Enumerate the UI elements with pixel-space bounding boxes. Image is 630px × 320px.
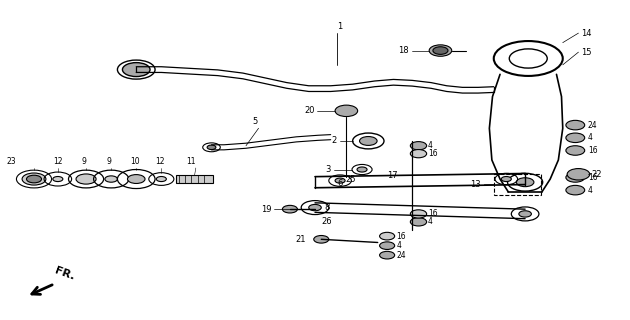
Text: 16: 16 (588, 146, 597, 155)
Circle shape (105, 176, 117, 182)
Text: 16: 16 (588, 173, 597, 182)
Text: 4: 4 (588, 186, 593, 195)
Circle shape (566, 133, 585, 142)
Text: 13: 13 (471, 180, 481, 189)
Circle shape (314, 236, 329, 243)
Text: 15: 15 (581, 48, 592, 57)
Circle shape (566, 185, 585, 195)
Circle shape (410, 218, 427, 226)
Text: 20: 20 (304, 106, 315, 115)
Circle shape (567, 169, 590, 180)
Text: 21: 21 (295, 235, 306, 244)
Text: 4: 4 (588, 133, 593, 142)
Text: 10: 10 (130, 157, 140, 166)
Text: 16: 16 (428, 149, 437, 158)
Text: 22: 22 (591, 170, 602, 179)
Text: 9: 9 (82, 157, 86, 166)
Circle shape (429, 45, 452, 56)
Circle shape (501, 177, 512, 181)
Circle shape (207, 145, 216, 149)
Circle shape (335, 105, 358, 116)
Text: 4: 4 (428, 141, 433, 150)
Circle shape (566, 173, 585, 182)
Circle shape (517, 178, 534, 187)
Circle shape (410, 149, 427, 158)
Text: 17: 17 (387, 172, 398, 180)
Text: 24: 24 (396, 251, 406, 260)
Text: 8: 8 (324, 203, 329, 212)
Text: 4: 4 (396, 241, 401, 250)
Text: 23: 23 (6, 157, 16, 166)
Text: 26: 26 (321, 217, 332, 226)
Text: FR.: FR. (53, 266, 76, 282)
Circle shape (357, 167, 367, 172)
Circle shape (22, 173, 46, 185)
Circle shape (127, 175, 145, 183)
Text: 4: 4 (428, 217, 433, 226)
Bar (176, 175, 214, 183)
Circle shape (360, 137, 377, 145)
Text: 1: 1 (337, 22, 342, 31)
Text: 18: 18 (398, 46, 409, 55)
Circle shape (156, 177, 166, 181)
Circle shape (76, 174, 96, 184)
Circle shape (380, 232, 394, 240)
Text: 12: 12 (53, 157, 62, 166)
Circle shape (309, 204, 321, 211)
Circle shape (519, 211, 531, 217)
Text: 6: 6 (338, 179, 343, 188)
Text: 11: 11 (186, 157, 196, 166)
Text: 16: 16 (396, 232, 406, 241)
Circle shape (380, 252, 394, 259)
Circle shape (335, 178, 345, 183)
Circle shape (566, 120, 585, 130)
Text: 25: 25 (345, 174, 356, 184)
Text: 9: 9 (106, 157, 112, 166)
Text: 14: 14 (581, 28, 592, 38)
Circle shape (410, 210, 427, 218)
Circle shape (566, 146, 585, 155)
Circle shape (26, 175, 42, 183)
Text: 3: 3 (325, 165, 331, 174)
Circle shape (282, 205, 297, 213)
Text: 5: 5 (252, 117, 258, 126)
Circle shape (433, 47, 448, 54)
Text: 24: 24 (588, 121, 597, 130)
Circle shape (122, 63, 150, 76)
Text: 2: 2 (332, 136, 337, 146)
Bar (494, 174, 541, 195)
Text: 12: 12 (155, 157, 164, 166)
Circle shape (53, 177, 63, 181)
Text: 19: 19 (261, 205, 271, 214)
Text: 16: 16 (428, 209, 437, 219)
Circle shape (410, 142, 427, 150)
Circle shape (380, 242, 394, 250)
